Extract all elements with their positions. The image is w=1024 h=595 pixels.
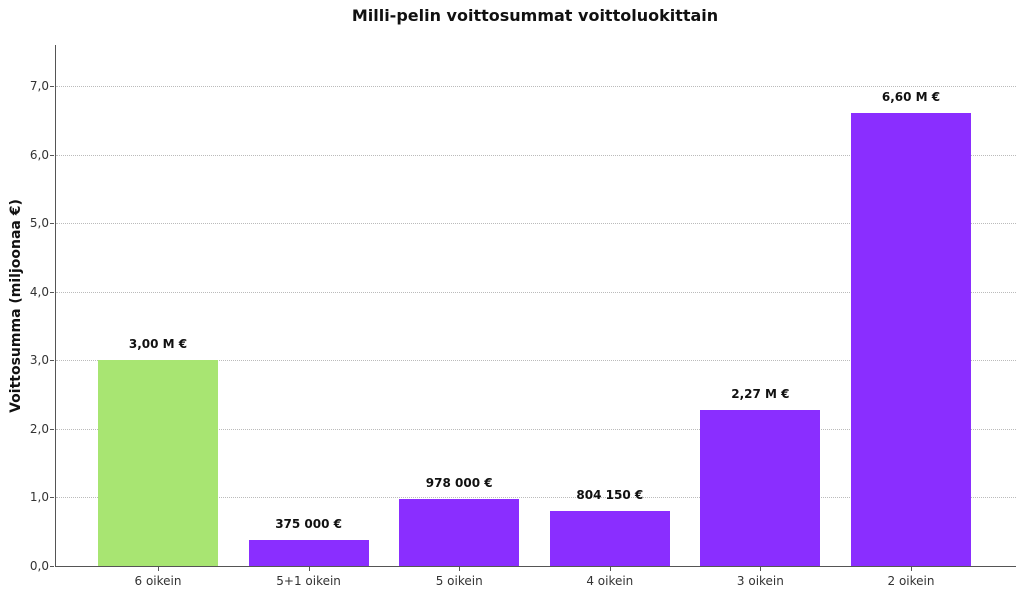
x-axis-line (55, 566, 1016, 567)
x-tick (158, 567, 159, 571)
gridline (56, 154, 1016, 156)
x-tick (760, 567, 762, 571)
bar-value-label: 6,60 M € (881, 90, 941, 105)
y-tick (50, 154, 54, 156)
gridline (56, 428, 1016, 430)
gridline (56, 223, 1016, 225)
y-tick-label: 5,0 (29, 216, 49, 231)
x-tick-label: 5 oikein (435, 574, 483, 588)
y-tick (50, 428, 54, 430)
gridline (56, 497, 1016, 499)
y-tick (50, 360, 54, 362)
x-tick-label: 4 oikein (586, 574, 634, 588)
y-axis-line (55, 45, 56, 566)
y-tick (50, 223, 54, 225)
y-tick (50, 566, 54, 567)
y-tick-label: 7,0 (29, 79, 49, 93)
bar-value-label: 2,27 M € (731, 387, 790, 402)
x-tick-label: 5+1 oikein (276, 574, 341, 588)
y-tick (50, 86, 54, 87)
x-tick (308, 567, 310, 571)
y-tick-label: 3,0 (29, 353, 49, 368)
bar-value-label: 804 150 € (576, 487, 644, 502)
y-axis-label: Voittosumma (miljoonaa €) (8, 199, 24, 413)
bar (851, 113, 971, 566)
bar (700, 410, 821, 566)
y-tick-label: 0,0 (29, 559, 49, 573)
gridline (56, 360, 1016, 362)
y-tick-label: 6,0 (29, 147, 49, 162)
bar (399, 498, 520, 566)
chart-title: Milli-pelin voittosummat voittoluokittai… (351, 6, 719, 25)
bar (248, 540, 369, 566)
gridline (56, 86, 1016, 87)
y-tick-label: 2,0 (29, 421, 49, 436)
gridline (56, 291, 1016, 293)
bar (98, 360, 218, 566)
y-tick-label: 4,0 (29, 284, 49, 299)
x-tick (609, 567, 611, 571)
x-tick (459, 567, 461, 571)
y-tick-label: 1,0 (29, 490, 49, 505)
bar-value-label: 978 000 € (425, 475, 493, 490)
bar (549, 510, 670, 566)
x-tick-label: 3 oikein (736, 574, 784, 588)
x-tick-label: 2 oikein (887, 574, 935, 588)
y-tick (50, 291, 54, 293)
bar-value-label: 3,00 M € (128, 337, 188, 352)
bar-value-label: 375 000 € (275, 517, 342, 532)
plot-area: 0,0 1,0 2,0 3,0 4,0 5,0 6,0 7,0 3,00 M € 6 oikein… (30, 45, 1016, 588)
x-tick (911, 567, 912, 571)
y-tick (50, 497, 54, 499)
x-tick-label: 6 oikein (134, 574, 182, 588)
